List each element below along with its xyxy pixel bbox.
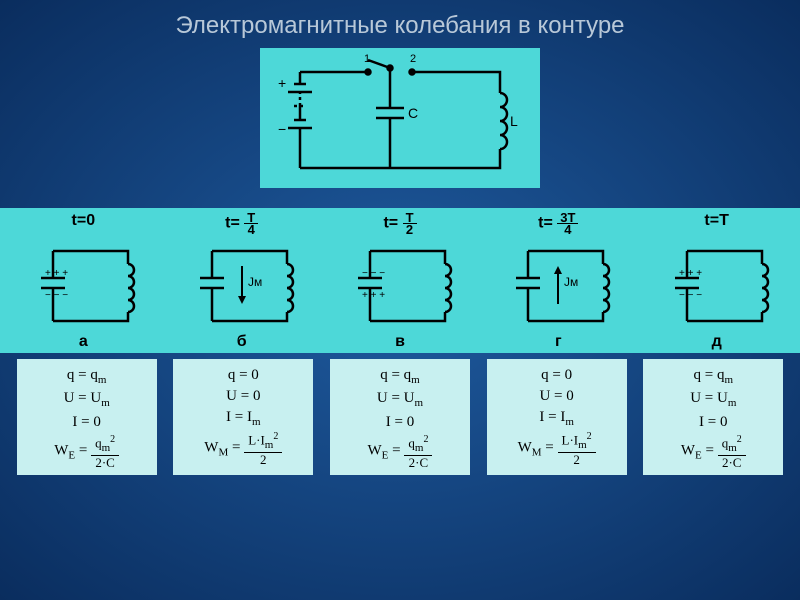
phase-letter: а (8, 333, 158, 351)
svg-text:− − −: − − − (362, 268, 385, 279)
formula-card-0: q = qm U = Um I = 0 WE = qm22·C (17, 359, 157, 475)
phase-letter: в (325, 333, 475, 351)
svg-text:+ + +: + + + (45, 268, 68, 279)
svg-text:− − −: − − − (679, 290, 702, 301)
phase-в: t= T2 − − − + + + в (325, 212, 475, 351)
formula-card-4: q = qm U = Um I = 0 WE = qm22·C (643, 359, 783, 475)
phase-time-label: t=T (642, 212, 792, 234)
formula-card-2: q = qm U = Um I = 0 WE = qm22·C (330, 359, 470, 475)
svg-text:L: L (510, 113, 518, 129)
phase-б: t= T4 Jм б (167, 212, 317, 351)
phase-а: t=0 + + + − − − а (8, 212, 158, 351)
phase-letter: б (167, 333, 317, 351)
phase-time-label: t= T4 (167, 212, 317, 234)
phase-д: t=T + + + − − − д (642, 212, 792, 351)
svg-text:C: C (408, 105, 418, 121)
svg-text:− − −: − − − (45, 290, 68, 301)
main-circuit-svg: + − 1 2 L C (260, 48, 540, 188)
formula-card-1: q = 0 U = 0 I = Im WM = L·Im22 (173, 359, 313, 475)
phase-strip: t=0 + + + − − − а t= T4 (0, 208, 800, 353)
page-title: Электромагнитные колебания в контуре (0, 0, 800, 48)
svg-text:Jм: Jм (564, 275, 578, 289)
formula-row: q = qm U = Um I = 0 WE = qm22·C q = 0 U … (0, 353, 800, 475)
phase-letter: г (483, 333, 633, 351)
main-circuit-panel: + − 1 2 L C (260, 48, 540, 188)
phase-time-label: t= T2 (325, 212, 475, 234)
svg-text:+ + +: + + + (362, 290, 385, 301)
phase-г: t= 3T4 Jм г (483, 212, 633, 351)
svg-text:+: + (278, 75, 286, 91)
phase-time-label: t=0 (8, 212, 158, 234)
svg-text:−: − (278, 121, 286, 137)
phase-time-label: t= 3T4 (483, 212, 633, 234)
svg-text:2: 2 (410, 53, 416, 65)
svg-text:1: 1 (364, 53, 370, 65)
phase-letter: д (642, 333, 792, 351)
formula-card-3: q = 0 U = 0 I = Im WM = L·Im22 (487, 359, 627, 475)
svg-text:Jм: Jм (248, 275, 262, 289)
svg-text:+ + +: + + + (679, 268, 702, 279)
